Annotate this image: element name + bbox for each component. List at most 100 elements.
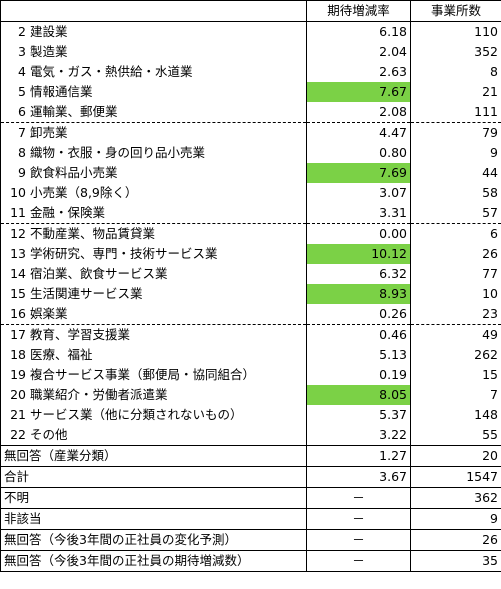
table-row: 14 宿泊業、飲食サービス業 6.32 77	[0, 264, 501, 284]
establishment-count-cell: 8	[410, 62, 501, 82]
expected-rate-cell: 5.13	[306, 345, 411, 365]
industry-cell: 16 娯楽業	[0, 304, 307, 325]
expected-rate-cell: 0.46	[306, 324, 411, 345]
expected-rate-cell: 1.27	[306, 445, 411, 467]
establishment-count-cell: 10	[410, 284, 501, 304]
industry-number: 11	[10, 205, 26, 220]
industry-name: 複合サービス事業（郵便局・協同組合）	[30, 367, 256, 382]
industry-number: 20	[10, 387, 26, 402]
industry-name: 運輸業、郵便業	[30, 104, 118, 119]
establishment-count-cell: 110	[410, 21, 501, 42]
industry-cell: 15 生活関連サービス業	[0, 284, 307, 304]
expected-rate-cell: 8.05	[306, 385, 411, 405]
industry-cell: 10 小売業（8,9除く）	[0, 183, 307, 203]
industry-name: 情報通信業	[30, 84, 93, 99]
establishment-count-cell: 77	[410, 264, 501, 284]
establishment-count-cell: 352	[410, 42, 501, 62]
industry-name: 卸売業	[30, 125, 68, 140]
establishment-count-cell: 9	[410, 508, 501, 530]
establishment-count-cell: 26	[410, 529, 501, 551]
expected-rate-cell: 10.12	[306, 244, 411, 264]
expected-rate-cell: 2.63	[306, 62, 411, 82]
establishment-count-cell: 58	[410, 183, 501, 203]
expected-rate-cell: 0.80	[306, 143, 411, 163]
industry-number: 2	[18, 24, 26, 39]
expected-rate-cell: 6.32	[306, 264, 411, 284]
header-expected-rate: 期待増減率	[306, 0, 411, 22]
table-row: 18 医療、福祉 5.13 262	[0, 345, 501, 365]
industry-number: 14	[10, 266, 26, 281]
industry-name: 教育、学習支援業	[30, 327, 131, 342]
table-row: 無回答（今後3年間の正社員の変化予測）－ 26	[0, 529, 501, 551]
industry-name: 製造業	[30, 44, 68, 59]
establishment-count-cell: 1547	[410, 466, 501, 488]
table-row: 3 製造業 2.04 352	[0, 42, 501, 62]
table-row: 17 教育、学習支援業 0.46 49	[0, 324, 501, 345]
industry-cell: 19 複合サービス事業（郵便局・協同組合）	[0, 365, 307, 385]
table-row: 20 職業紹介・労働者派遣業 8.05 7	[0, 385, 501, 405]
industry-cell: 20 職業紹介・労働者派遣業	[0, 385, 307, 405]
table-row: 22 その他 3.22 55	[0, 425, 501, 446]
establishment-count-cell: 35	[410, 550, 501, 572]
establishment-count-cell: 57	[410, 203, 501, 224]
expected-rate-cell: 3.31	[306, 203, 411, 224]
industry-name: 娯楽業	[30, 306, 68, 321]
establishment-count-cell: 9	[410, 143, 501, 163]
establishment-count-cell: 26	[410, 244, 501, 264]
establishment-count-cell: 362	[410, 487, 501, 509]
industry-name: 生活関連サービス業	[30, 286, 143, 301]
category-label-cell: 非該当	[0, 508, 307, 530]
establishment-count-cell: 79	[410, 122, 501, 143]
industry-number: 16	[10, 306, 26, 321]
category-label-cell: 無回答（今後3年間の正社員の変化予測）	[0, 529, 307, 551]
industry-number: 5	[18, 84, 26, 99]
expected-rate-cell: －	[306, 529, 411, 551]
table-row: 不明－ 362	[0, 487, 501, 509]
industry-cell: 14 宿泊業、飲食サービス業	[0, 264, 307, 284]
industry-cell: 5 情報通信業	[0, 82, 307, 102]
industry-name: 金融・保険業	[30, 205, 106, 220]
industry-number: 6	[18, 104, 26, 119]
industry-name: 職業紹介・労働者派遣業	[30, 387, 168, 402]
industry-cell: 21 サービス業（他に分類されないもの）	[0, 405, 307, 425]
industry-number: 13	[10, 246, 26, 261]
industry-number: 4	[18, 64, 26, 79]
table-row: 4 電気・ガス・熱供給・水道業 2.63 8	[0, 62, 501, 82]
industry-number: 18	[10, 347, 26, 362]
industry-number: 17	[10, 327, 26, 342]
expected-rate-cell: 2.08	[306, 102, 411, 123]
industry-table: 期待増減率 事業所数 2 建設業 6.18 110 3 製造業 2.04 352 4 電気・ガス・…	[0, 0, 501, 572]
header-row: 期待増減率 事業所数	[0, 0, 501, 22]
table-row: 6 運輸業、郵便業 2.08 111	[0, 102, 501, 123]
table-row: 無回答（今後3年間の正社員の期待増減数）－ 35	[0, 550, 501, 572]
table-row: 9 飲食料品小売業 7.69 44	[0, 163, 501, 183]
industry-name: サービス業（他に分類されないもの）	[30, 407, 243, 422]
industry-cell: 3 製造業	[0, 42, 307, 62]
expected-rate-cell: －	[306, 508, 411, 530]
establishment-count-cell: 15	[410, 365, 501, 385]
establishment-count-cell: 20	[410, 445, 501, 467]
expected-rate-cell: －	[306, 550, 411, 572]
expected-rate-cell: 3.07	[306, 183, 411, 203]
industry-cell: 18 医療、福祉	[0, 345, 307, 365]
establishment-count-cell: 6	[410, 223, 501, 244]
establishment-count-cell: 44	[410, 163, 501, 183]
industry-cell: 17 教育、学習支援業	[0, 324, 307, 345]
table-row: 12 不動産業、物品賃貸業 0.00 6	[0, 223, 501, 244]
industry-name: その他	[30, 427, 68, 442]
establishment-count-cell: 262	[410, 345, 501, 365]
industry-name: 不動産業、物品賃貸業	[30, 226, 156, 241]
category-label-cell: 不明	[0, 487, 307, 509]
industry-number: 7	[18, 125, 26, 140]
category-label-cell: 無回答（今後3年間の正社員の期待増減数）	[0, 550, 307, 572]
industry-cell: 2 建設業	[0, 21, 307, 42]
industry-cell: 7 卸売業	[0, 122, 307, 143]
industry-cell: 11 金融・保険業	[0, 203, 307, 224]
table-row: 合計 3.67 1547	[0, 466, 501, 488]
expected-rate-cell: 7.69	[306, 163, 411, 183]
expected-rate-cell: 0.26	[306, 304, 411, 325]
establishment-count-cell: 7	[410, 385, 501, 405]
industry-name: 織物・衣服・身の回り品小売業	[30, 145, 206, 160]
industry-cell: 12 不動産業、物品賃貸業	[0, 223, 307, 244]
establishment-count-cell: 49	[410, 324, 501, 345]
